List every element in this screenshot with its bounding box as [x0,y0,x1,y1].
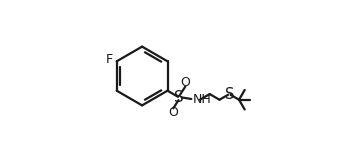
Text: O: O [168,106,178,119]
Text: O: O [181,76,190,89]
Text: S: S [174,90,184,105]
Text: S: S [224,87,234,102]
Text: NH: NH [193,93,212,106]
Text: F: F [106,53,113,66]
